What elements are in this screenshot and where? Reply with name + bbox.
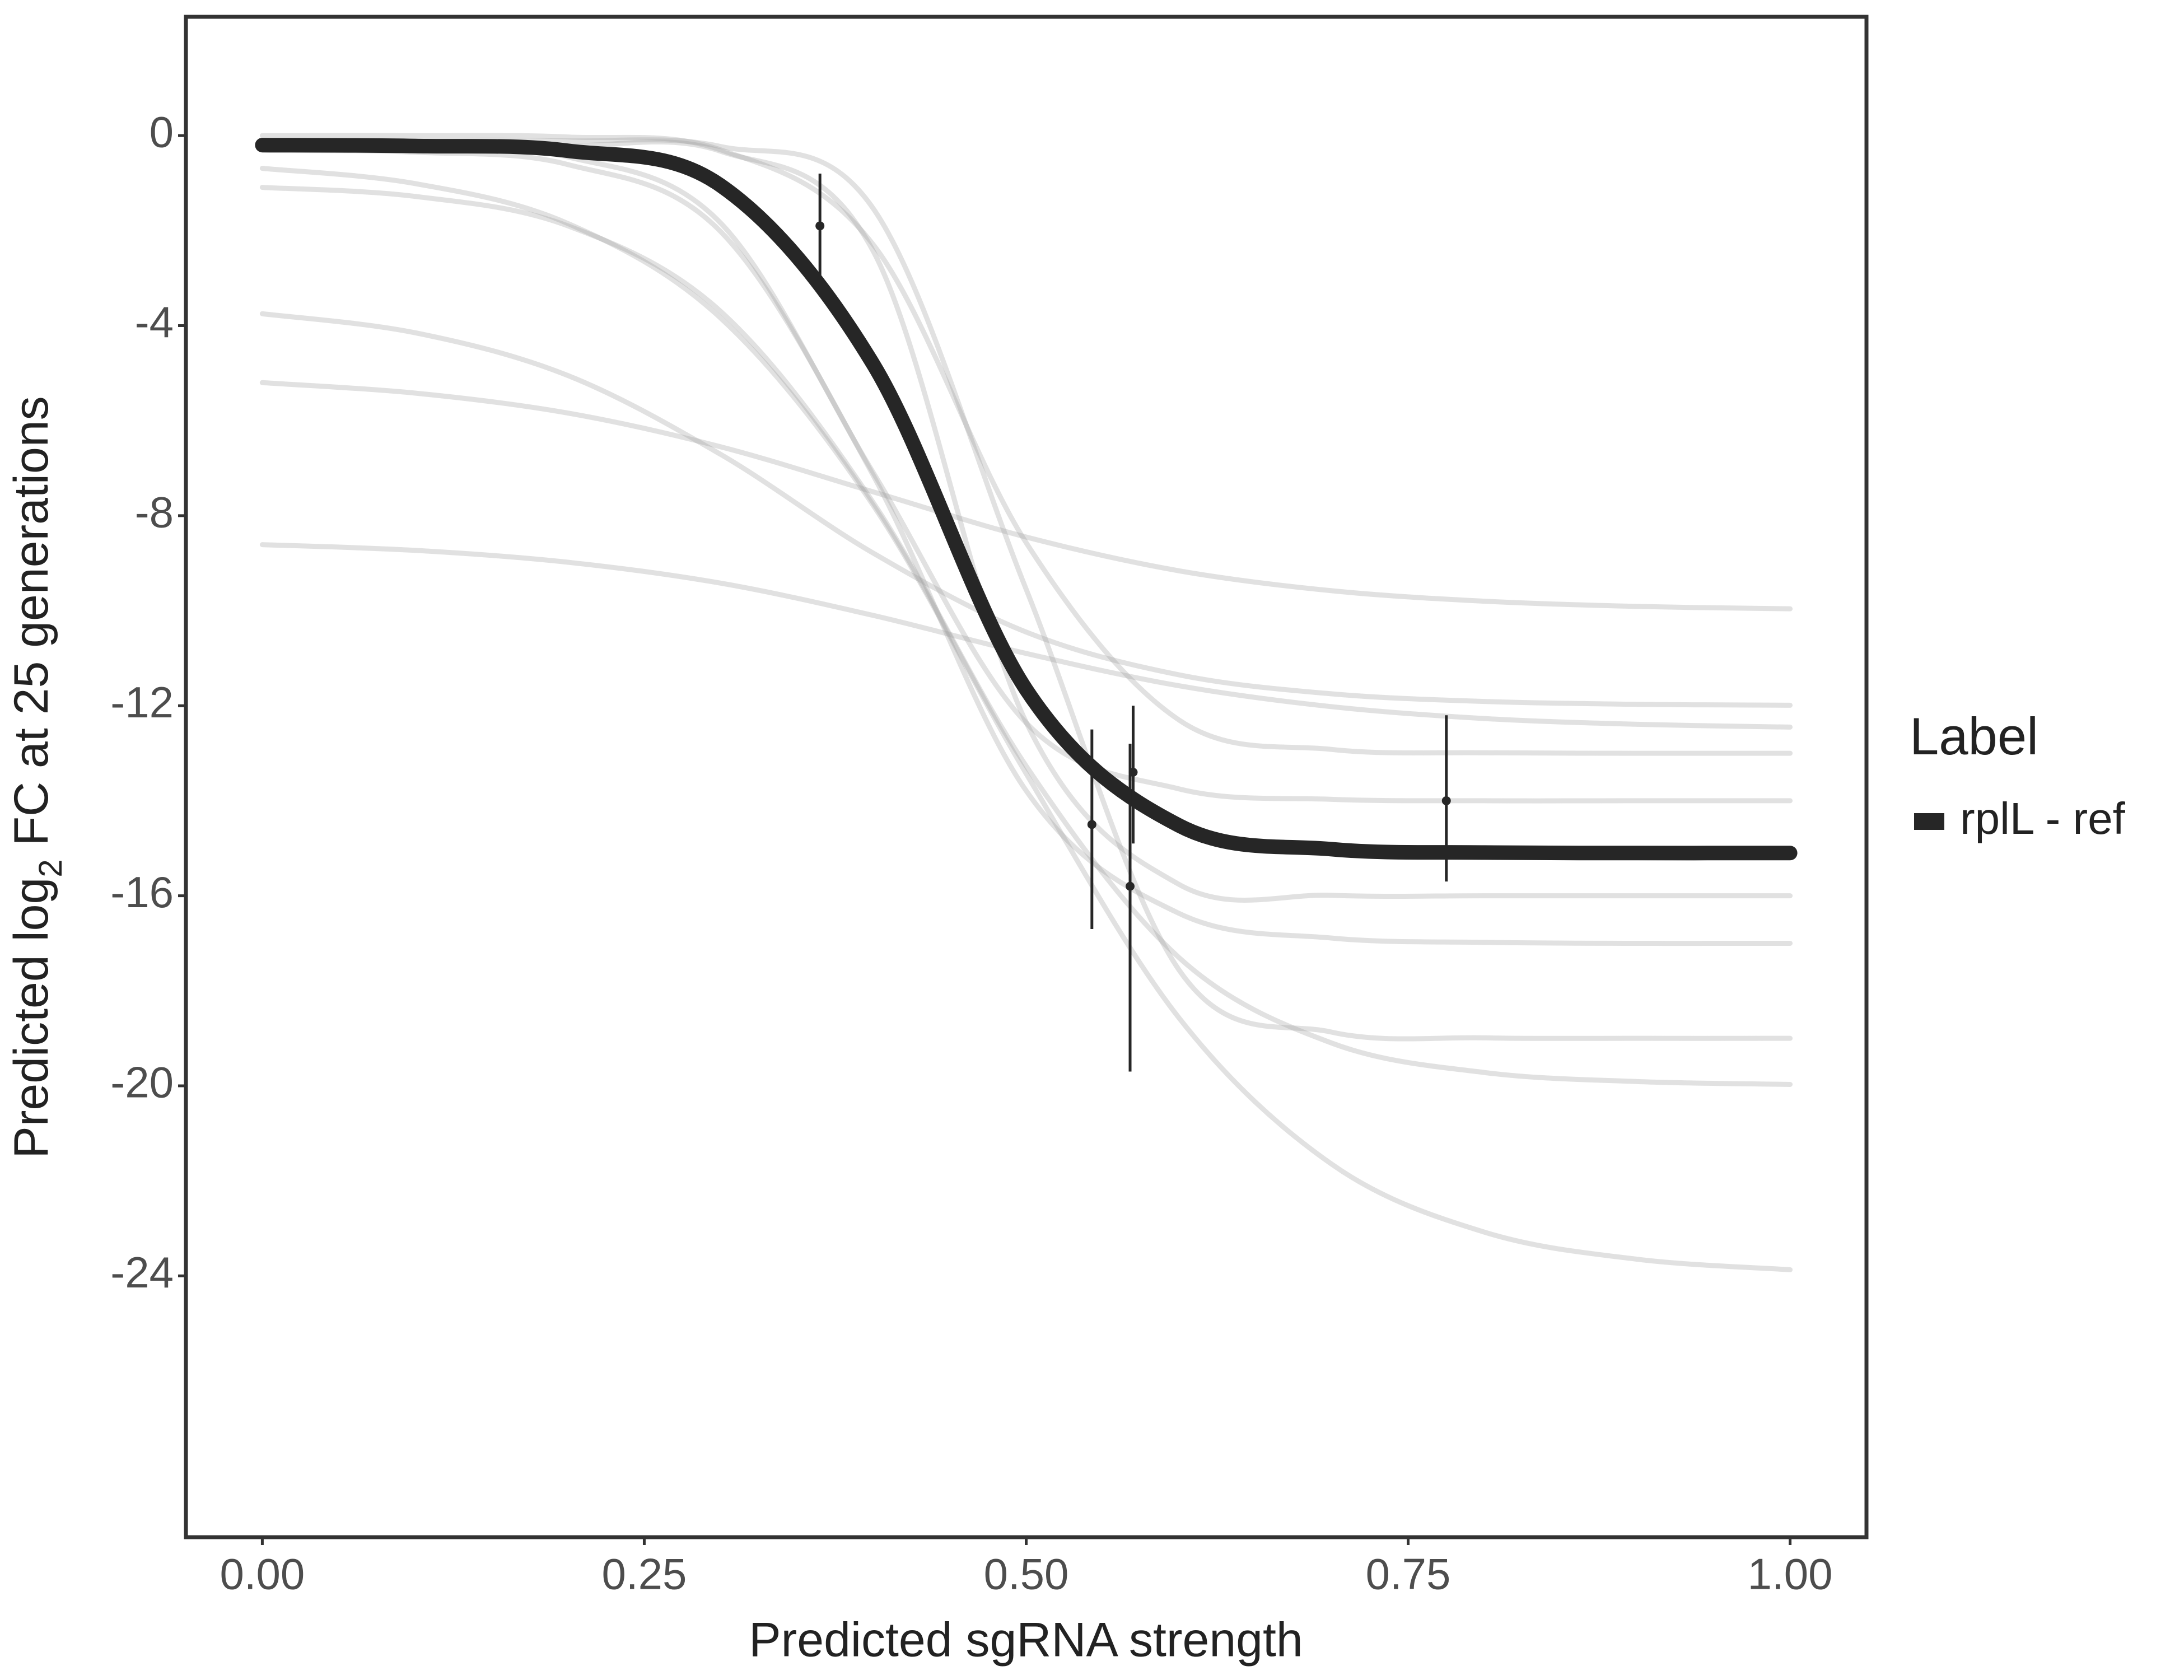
data-point — [1441, 796, 1451, 805]
y-tick-label: 0 — [150, 108, 174, 157]
fit-line — [255, 138, 1798, 861]
y-tick-label: -24 — [110, 1248, 174, 1297]
posterior-draw — [259, 133, 1793, 756]
data-point — [815, 221, 825, 231]
plot-area — [255, 133, 1798, 1272]
y-axis-title: Predicted log2 FC at 25 generations — [4, 396, 69, 1158]
legend-label: rplL - ref — [1960, 794, 2126, 843]
y-axis-title-prefix: Predicted log — [4, 878, 58, 1159]
x-tick-label: 0.75 — [1366, 1550, 1451, 1599]
x-tick-label: 0.00 — [220, 1550, 305, 1599]
legend: rplL - ref — [1914, 794, 2126, 843]
y-tick-label: -20 — [110, 1058, 174, 1107]
y-tick-label: -4 — [135, 297, 174, 347]
y-tick-label: -16 — [110, 867, 174, 917]
posterior-draw — [259, 147, 1793, 946]
posterior-draw — [259, 137, 1793, 1042]
y-axis-title-subscript: 2 — [32, 859, 69, 877]
data-point — [1126, 881, 1135, 891]
posterior-draw — [259, 185, 1793, 1087]
posterior-draw — [259, 166, 1793, 1272]
y-tick-label: -12 — [110, 678, 174, 727]
y-tick-label: -8 — [135, 487, 174, 536]
x-tick-label: 1.00 — [1748, 1550, 1833, 1599]
y-axis-title-suffix: FC at 25 generations — [4, 396, 58, 859]
legend-key — [1914, 813, 1944, 830]
data-point — [1087, 820, 1096, 829]
x-axis-title: Predicted sgRNA strength — [749, 1613, 1303, 1667]
posterior-draw — [259, 311, 1793, 708]
legend-title: Label — [1910, 707, 2038, 766]
posterior-draw — [259, 380, 1793, 612]
x-tick-label: 0.50 — [984, 1550, 1069, 1599]
posterior-draw — [259, 542, 1793, 730]
x-tick-label: 0.25 — [602, 1550, 687, 1599]
